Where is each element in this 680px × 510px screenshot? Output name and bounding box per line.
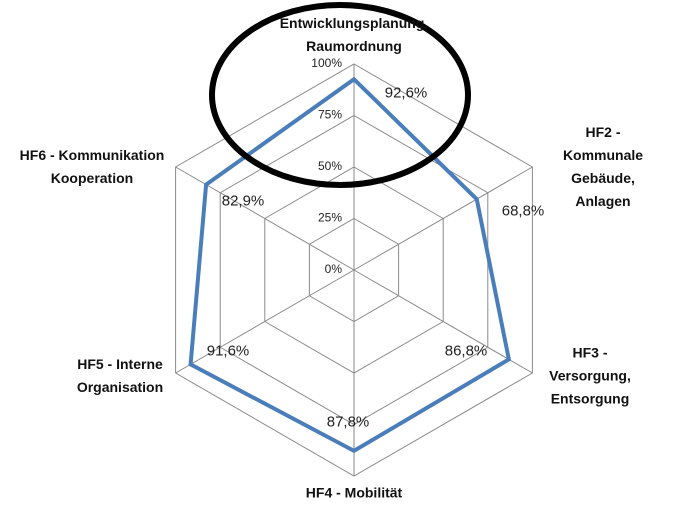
y-tick-label: 25% [318, 211, 342, 225]
grid-ring [264, 166, 444, 374]
category-label: HF2 - Kommunale Gebäude, Anlagen [562, 124, 644, 209]
y-tick-label: 0% [325, 262, 343, 276]
value-label: 91,6% [206, 342, 250, 360]
category-label: HF5 - Interne Organisation [76, 356, 164, 395]
value-label: 87,8% [326, 413, 370, 431]
category-label: HF3 - Versorgung, Entsorgung [549, 344, 631, 407]
y-tick-label: 50% [318, 159, 342, 173]
category-label: Entwicklungsplanung, Raumordnung [279, 15, 429, 54]
value-label: 92,6% [384, 84, 428, 102]
value-label: 68,8% [501, 202, 545, 220]
grid-ring [219, 114, 489, 426]
y-tick-label: 100% [311, 56, 342, 70]
category-label: HF4 - Mobilität [305, 484, 403, 501]
highlight-ellipse [209, 2, 471, 188]
data-line [188, 76, 512, 454]
value-label: 82,9% [221, 192, 265, 210]
grid-ring [308, 217, 400, 323]
category-label: HF6 - Kommunikation Kooperation [19, 147, 165, 186]
value-label: 86,8% [444, 342, 488, 360]
y-tick-label: 75% [318, 108, 342, 122]
grid-ring [175, 63, 533, 477]
grid [175, 63, 533, 477]
